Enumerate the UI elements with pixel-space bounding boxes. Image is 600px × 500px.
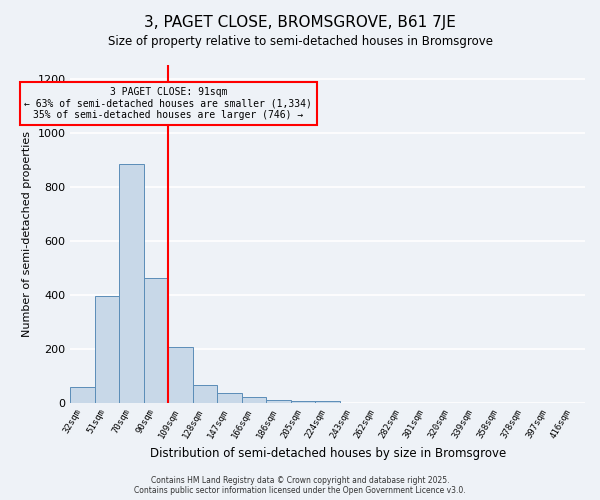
Bar bbox=[193, 385, 217, 403]
Text: 3, PAGET CLOSE, BROMSGROVE, B61 7JE: 3, PAGET CLOSE, BROMSGROVE, B61 7JE bbox=[144, 15, 456, 30]
Bar bbox=[266, 400, 291, 403]
Bar bbox=[169, 348, 193, 403]
Text: Contains HM Land Registry data © Crown copyright and database right 2025.
Contai: Contains HM Land Registry data © Crown c… bbox=[134, 476, 466, 495]
Bar bbox=[291, 402, 316, 403]
Bar bbox=[217, 394, 242, 403]
Bar bbox=[70, 386, 95, 403]
Text: 3 PAGET CLOSE: 91sqm
← 63% of semi-detached houses are smaller (1,334)
35% of se: 3 PAGET CLOSE: 91sqm ← 63% of semi-detac… bbox=[25, 86, 313, 120]
X-axis label: Distribution of semi-detached houses by size in Bromsgrove: Distribution of semi-detached houses by … bbox=[149, 447, 506, 460]
Bar bbox=[316, 402, 340, 403]
Bar bbox=[119, 164, 144, 403]
Y-axis label: Number of semi-detached properties: Number of semi-detached properties bbox=[22, 131, 32, 337]
Text: Size of property relative to semi-detached houses in Bromsgrove: Size of property relative to semi-detach… bbox=[107, 35, 493, 48]
Bar bbox=[95, 296, 119, 403]
Bar bbox=[242, 398, 266, 403]
Bar bbox=[144, 278, 169, 403]
